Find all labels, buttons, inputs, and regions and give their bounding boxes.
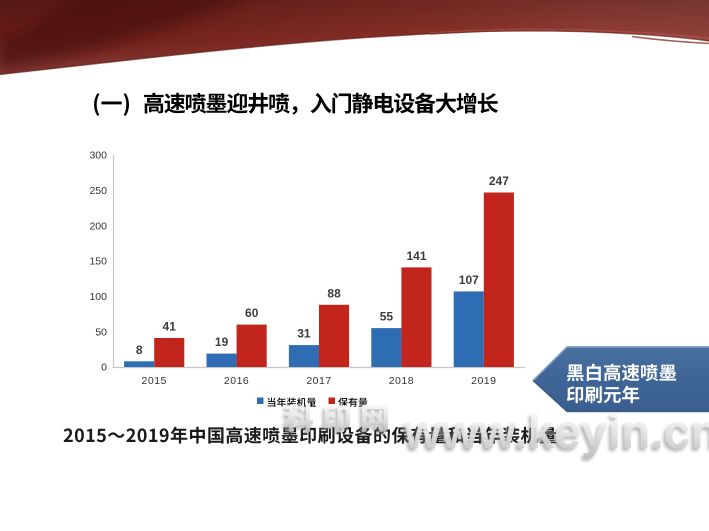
svg-text:100: 100 [89, 291, 107, 303]
svg-text:2015: 2015 [142, 375, 167, 387]
svg-text:88: 88 [327, 286, 341, 300]
svg-text:300: 300 [89, 150, 107, 162]
svg-text:150: 150 [89, 256, 107, 268]
svg-text:55: 55 [380, 310, 394, 324]
svg-text:0: 0 [101, 362, 107, 374]
svg-text:19: 19 [215, 335, 229, 349]
svg-text:www.keyin.cn: www.keyin.cn [401, 409, 709, 462]
svg-text:50: 50 [95, 326, 107, 338]
svg-text:200: 200 [89, 220, 107, 232]
svg-text:31: 31 [297, 327, 311, 341]
svg-text:41: 41 [163, 320, 177, 334]
svg-text:2017: 2017 [306, 375, 331, 387]
svg-text:107: 107 [459, 273, 479, 287]
svg-text:8: 8 [136, 343, 143, 357]
svg-text:www.keyin.cn: www.keyin.cn [403, 406, 709, 459]
svg-text:247: 247 [489, 174, 509, 188]
svg-text:2016: 2016 [224, 375, 249, 387]
svg-text:2019: 2019 [471, 375, 496, 387]
svg-text:141: 141 [406, 249, 426, 263]
svg-text:2018: 2018 [389, 375, 414, 387]
svg-text:250: 250 [89, 185, 107, 197]
svg-text:60: 60 [245, 306, 259, 320]
